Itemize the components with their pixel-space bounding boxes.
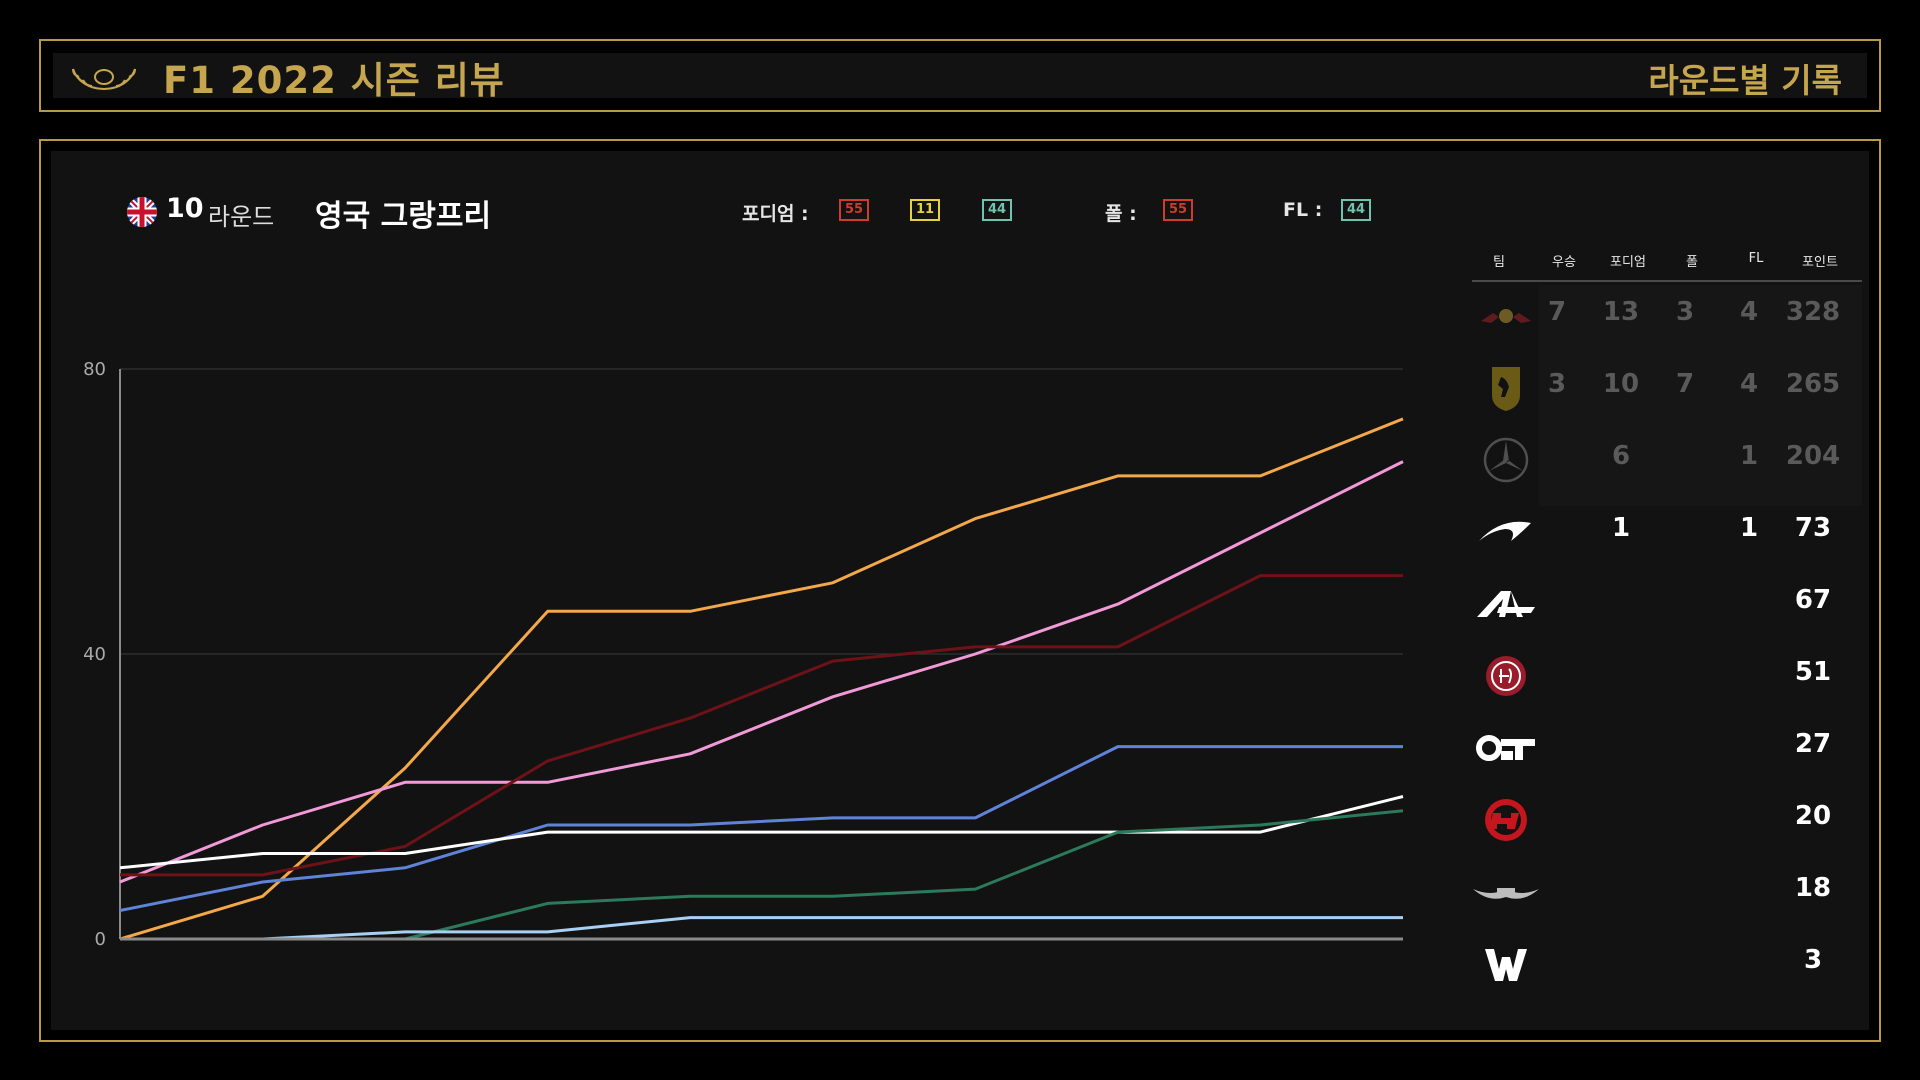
points-cell: 67 (1794, 585, 1832, 615)
fl-cell: 1 (1739, 441, 1759, 471)
poles-cell: 3 (1675, 297, 1695, 327)
series-line (119, 745, 1403, 912)
header-poles: 폴 (1686, 255, 1698, 270)
grand-prix-name: 영국 그랑프리 (315, 199, 492, 234)
team-row: 3 (1451, 933, 1871, 997)
wins-cell: 3 (1547, 369, 1567, 399)
points-cell: 204 (1785, 441, 1841, 471)
mclaren-logo (1471, 507, 1541, 557)
header-wins: 우승 (1552, 255, 1576, 270)
williams-logo (1471, 939, 1541, 989)
mercedes-logo (1471, 435, 1541, 485)
y-tick-label: 0 (95, 929, 106, 950)
points-line-chart: 0 40 80 (83, 359, 1404, 950)
points-cell: 265 (1785, 369, 1841, 399)
ferrari-logo (1471, 363, 1541, 413)
aston-martin-logo (1471, 867, 1541, 917)
series-line (119, 460, 1404, 884)
fl-cell: 4 (1739, 297, 1759, 327)
header-points: 포인트 (1802, 255, 1838, 270)
round-number: 10 (166, 193, 204, 224)
main-frame: 10 라운드 영국 그랑프리 포디엄 : 55 11 44 폴 : 55 FL … (39, 139, 1881, 1042)
team-row: 18 (1451, 861, 1871, 925)
podium-label: 포디엄 : (742, 203, 809, 225)
team-row: 67 (1451, 573, 1871, 637)
app-title: F1 2022 시즌 리뷰 (163, 59, 505, 102)
podiums-cell: 13 (1602, 297, 1640, 327)
team-row: 7 13 3 4 328 (1451, 285, 1871, 349)
haas-logo (1471, 795, 1541, 845)
series-line (120, 916, 1403, 941)
team-row: 3 10 7 4 265 (1451, 357, 1871, 421)
laurel-trophy-icon (72, 68, 136, 90)
page-subtitle: 라운드별 기록 (1648, 61, 1842, 100)
points-cell: 20 (1794, 801, 1832, 831)
header-panel: F1 2022 시즌 리뷰 라운드별 기록 (53, 53, 1867, 102)
fl-cell: 1 (1739, 513, 1759, 543)
header-divider (1472, 280, 1862, 282)
poles-cell: 7 (1675, 369, 1695, 399)
team-row: 6 1 204 (1451, 429, 1871, 493)
header-team: 팀 (1493, 255, 1505, 270)
series-line (120, 574, 1403, 877)
podium-p2-badge: 11 (910, 199, 940, 221)
header-podiums: 포디엄 (1610, 255, 1646, 270)
header-fl: FL (1748, 251, 1764, 266)
points-cell: 27 (1794, 729, 1832, 759)
y-tick-label: 40 (83, 644, 106, 665)
series-line (119, 795, 1404, 870)
podiums-cell: 1 (1611, 513, 1631, 543)
series-line (120, 809, 1404, 941)
podiums-cell: 10 (1602, 369, 1640, 399)
alfa-romeo-logo (1471, 651, 1541, 701)
team-row: 20 (1451, 789, 1871, 853)
red-bull-logo (1471, 291, 1541, 341)
fl-cell: 4 (1739, 369, 1759, 399)
team-row: 51 (1451, 645, 1871, 709)
points-cell: 73 (1794, 513, 1832, 543)
series-line (119, 417, 1404, 941)
podium-p1-badge: 55 (839, 199, 869, 221)
header-bar: F1 2022 시즌 리뷰 라운드별 기록 (39, 39, 1881, 112)
pole-label: 폴 : (1105, 203, 1137, 225)
points-cell: 328 (1785, 297, 1841, 327)
alpine-logo (1471, 579, 1541, 629)
y-tick-label: 80 (83, 359, 106, 380)
alphatauri-logo (1471, 723, 1541, 773)
podium-p3-badge: 44 (982, 199, 1012, 221)
main-panel: 10 라운드 영국 그랑프리 포디엄 : 55 11 44 폴 : 55 FL … (51, 151, 1869, 1030)
wins-cell: 7 (1547, 297, 1567, 327)
points-cell: 3 (1803, 945, 1823, 975)
points-cell: 51 (1794, 657, 1832, 687)
points-cell: 18 (1794, 873, 1832, 903)
podiums-cell: 6 (1611, 441, 1631, 471)
uk-flag-icon (127, 197, 157, 227)
fastest-lap-badge: 44 (1341, 199, 1371, 221)
round-label: 라운드 (208, 203, 275, 231)
fastest-lap-label: FL : (1283, 199, 1323, 221)
top-teams-shade (1539, 285, 1862, 506)
pole-badge: 55 (1163, 199, 1193, 221)
team-row: 27 (1451, 717, 1871, 781)
team-row: 1 1 73 (1451, 501, 1871, 565)
